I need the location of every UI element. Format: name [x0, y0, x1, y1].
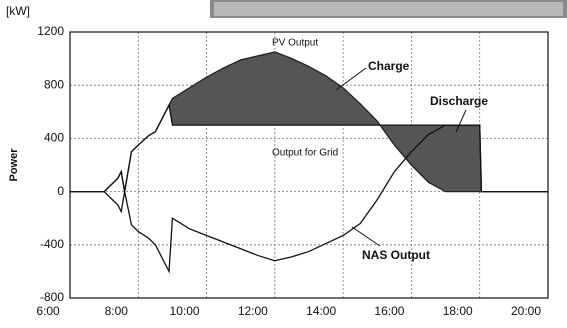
- y-tick-label: -400: [40, 237, 64, 251]
- pointer: [352, 227, 380, 246]
- y-tick-label: 800: [44, 77, 64, 91]
- x-tick-label: 6:00: [36, 304, 60, 318]
- chart: [kW] Power -800 -400 0 400 800 1200 6:00 8:00 10…: [0, 0, 567, 328]
- y-tick-label: -800: [40, 290, 64, 304]
- y-tick-label: 0: [57, 184, 64, 198]
- y-tick-label: 1200: [37, 24, 64, 38]
- y-axis-label: Power: [8, 148, 20, 182]
- series-annotation: NAS Output: [362, 248, 430, 262]
- annotation: Discharge: [430, 94, 488, 108]
- x-tick-label: 18:00: [443, 304, 473, 318]
- fill-between: [70, 52, 548, 192]
- x-tick-label: 16:00: [374, 304, 404, 318]
- photo-strip-inner: [214, 2, 563, 16]
- x-tick-label: 12:00: [238, 304, 268, 318]
- x-tick-label: 10:00: [170, 304, 200, 318]
- pointer: [336, 68, 366, 90]
- series-annotation: PV Output: [272, 38, 318, 49]
- annotation: Charge: [368, 59, 410, 73]
- unit-label: [kW]: [6, 4, 30, 18]
- x-tick-label: 14:00: [306, 304, 336, 318]
- x-tick-label: 20:00: [511, 304, 541, 318]
- series-annotation: Output for Grid: [272, 148, 338, 159]
- y-tick-label: 400: [44, 131, 64, 145]
- x-tick-label: 8:00: [105, 304, 129, 318]
